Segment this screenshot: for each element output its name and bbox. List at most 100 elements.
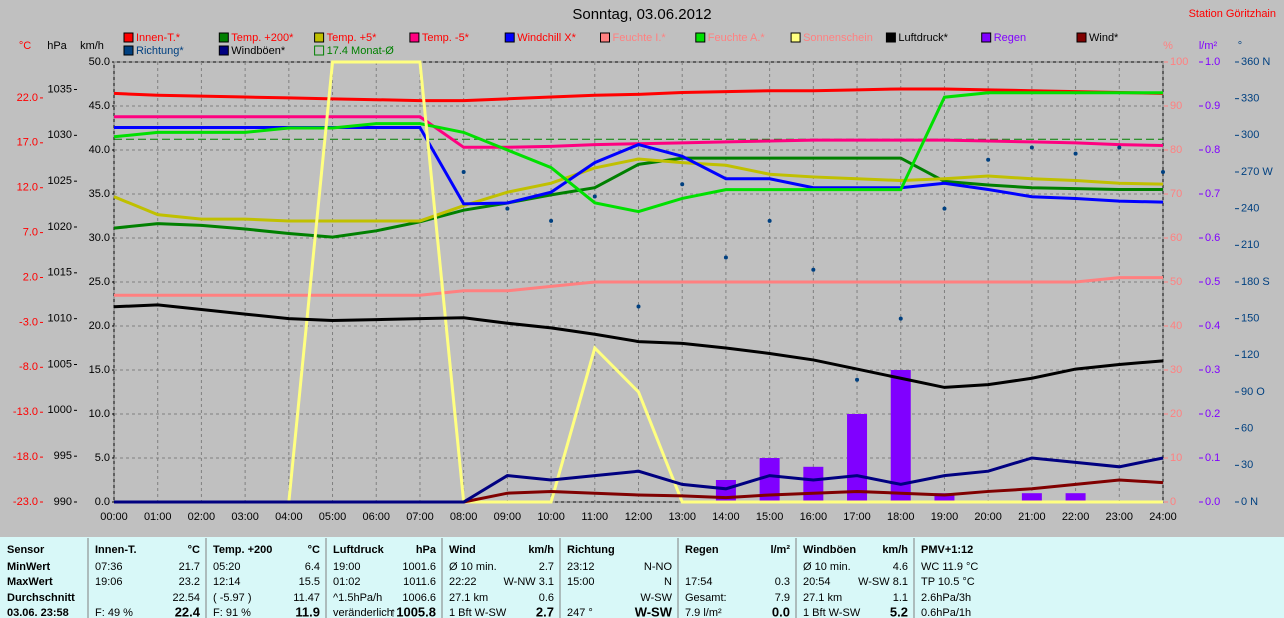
axis-unit: km/h [80, 40, 104, 52]
x-tick-label: 11:00 [581, 511, 608, 523]
stat-label: 05:20 [213, 561, 241, 573]
stat-value: 2.7 [536, 604, 554, 618]
y-tick-label: 240 [1241, 203, 1259, 215]
stat-label: F: 49 % [95, 607, 133, 618]
y-tick-label: 70 [1170, 188, 1182, 200]
stat-label: 03.06. 23:58 [7, 607, 69, 618]
legend-label: Feuchte I.* [613, 32, 667, 44]
stat-label: F: 91 % [213, 607, 251, 618]
y-tick-label: -23.0 [13, 496, 38, 508]
direction-dot [986, 157, 991, 162]
stat-label: 27.1 km [803, 592, 842, 604]
stat-label: ( -5.97 ) [213, 592, 252, 604]
x-tick-label: 13:00 [668, 511, 696, 523]
stat-label: Ø 10 min. [449, 561, 497, 573]
stat-value: 6.4 [305, 561, 320, 573]
y-tick-label: 1005 [48, 358, 72, 370]
legend-label: Wind* [1089, 32, 1119, 44]
y-tick-label: 150 [1241, 313, 1259, 325]
y-tick-label: 50 [1170, 276, 1182, 288]
stat-value: W-SW 8.1 [858, 576, 908, 588]
legend-label: Luftdruck* [898, 32, 948, 44]
panel-header: Windböen [803, 544, 856, 556]
direction-dot [636, 304, 641, 309]
stat-label: 2.6hPa/3h [921, 592, 971, 604]
legend-label: Temp. +5* [327, 32, 378, 44]
stat-value: 22.4 [175, 604, 201, 618]
panel-header: Sensor [7, 544, 45, 556]
legend-swatch [314, 45, 325, 56]
x-tick-label: 20:00 [974, 511, 1002, 523]
stat-label: 19:06 [95, 576, 123, 588]
panel-header-unit: hPa [416, 544, 437, 556]
x-tick-label: 14:00 [712, 511, 740, 523]
y-tick-label: 40.0 [89, 144, 110, 156]
y-tick-label: -8.0 [19, 361, 38, 373]
y-tick-label: 0.0 [95, 496, 110, 508]
y-tick-label: 0.4 [1205, 320, 1220, 332]
series-line [114, 456, 1164, 504]
y-tick-label: 40 [1170, 320, 1182, 332]
rain-bar [1065, 493, 1086, 502]
x-tick-label: 15:00 [756, 511, 784, 523]
rain-bar [934, 493, 955, 502]
y-tick-label: 45.0 [89, 100, 110, 112]
stat-value: 7.9 [775, 592, 790, 604]
y-tick-label: 1.0 [1205, 56, 1220, 68]
y-tick-label: 0.6 [1205, 232, 1220, 244]
y-tick-label: 0.8 [1205, 144, 1220, 156]
y-tick-label: -18.0 [13, 451, 38, 463]
axis-unit: l/m² [1199, 40, 1218, 52]
axis-unit: °C [19, 40, 31, 52]
chart-title: Sonntag, 03.06.2012 [572, 6, 711, 23]
y-tick-label: 360 N [1241, 56, 1270, 68]
legend-label: Regen [994, 32, 1026, 44]
y-tick-label: 0.9 [1205, 100, 1220, 112]
panel-header-unit: km/h [882, 544, 908, 556]
legend-swatch [123, 32, 134, 43]
y-tick-label: 20 [1170, 408, 1182, 420]
stat-value: N [664, 576, 672, 588]
legend-label: Innen-T.* [136, 32, 181, 44]
y-tick-label: -3.0 [19, 316, 38, 328]
y-tick-label: 0.3 [1205, 364, 1220, 376]
legend-swatch [981, 32, 992, 43]
x-tick-label: 22:00 [1062, 511, 1090, 523]
stat-value: ↑1005.8 [390, 604, 436, 618]
y-tick-label: -13.0 [13, 406, 38, 418]
y-tick-label: 0 N [1241, 496, 1258, 508]
y-tick-label: 120 [1241, 349, 1259, 361]
stat-value: N-NO [644, 561, 673, 573]
panel-header: PMV+1:12 [921, 544, 973, 556]
stat-label: 20:54 [803, 576, 831, 588]
direction-dot [549, 218, 554, 223]
stat-label: 27.1 km [449, 592, 488, 604]
stat-value: 4.6 [893, 561, 908, 573]
y-tick-label: 1010 [48, 313, 72, 325]
stat-value: 11.47 [293, 592, 320, 604]
x-tick-label: 07:00 [406, 511, 434, 523]
x-tick-label: 10:00 [537, 511, 565, 523]
x-tick-label: 04:00 [275, 511, 303, 523]
x-tick-label: 05:00 [319, 511, 347, 523]
stat-label: MaxWert [7, 576, 53, 588]
legend-label: Temp. -5* [422, 32, 470, 44]
x-tick-label: 09:00 [494, 511, 522, 523]
direction-dot [680, 182, 685, 187]
stat-label: 12:14 [213, 576, 241, 588]
y-tick-label: 12.0 [17, 182, 38, 194]
stat-label: 1 Bft W-SW [803, 607, 861, 618]
stat-value: 0.0 [772, 604, 790, 618]
x-tick-label: 23:00 [1106, 511, 1134, 523]
y-tick-label: 300 [1241, 129, 1259, 141]
rain-bar [803, 466, 824, 502]
y-tick-label: 0.5 [1205, 276, 1220, 288]
stat-label: Gesamt: [685, 592, 727, 604]
legend-swatch [218, 45, 229, 56]
y-tick-label: 1015 [48, 267, 72, 279]
y-tick-label: 1035 [48, 83, 72, 95]
stats-panel [0, 537, 1284, 618]
panel-header-unit: l/m² [770, 544, 790, 556]
y-tick-label: 30 [1241, 459, 1253, 471]
